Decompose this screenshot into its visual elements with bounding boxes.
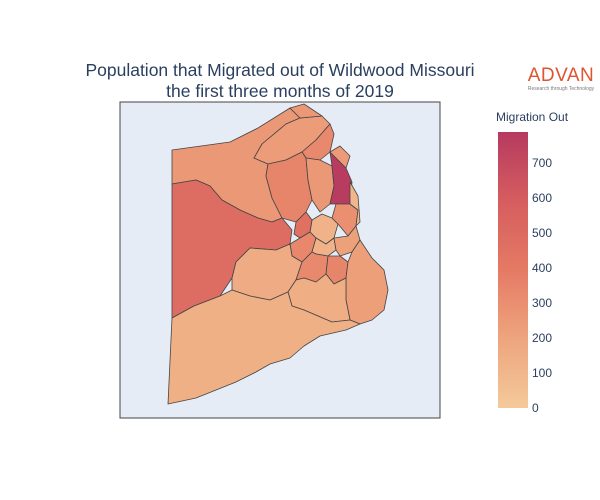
- region[interactable]: [329, 145, 351, 169]
- colorbar-tick: 0: [532, 401, 539, 415]
- region[interactable]: [167, 289, 361, 405]
- colorbar-tick: 500: [532, 226, 553, 240]
- colorbar-tick: 400: [532, 261, 553, 275]
- advan-logo: ADVAN Research through Technology: [526, 66, 596, 93]
- logo-wordmark: ADVAN: [527, 65, 595, 86]
- colorbar-tick: 600: [532, 191, 553, 205]
- chart-title: Population that Migrated out of Wildwood…: [40, 60, 520, 102]
- colorbar-title: Migration Out: [496, 110, 569, 124]
- logo-tagline: Research through Technology: [527, 86, 595, 92]
- colorbar-tick: 200: [532, 331, 553, 345]
- colorbar-tick: 100: [532, 366, 553, 380]
- region[interactable]: [265, 151, 313, 223]
- colorbar-tick: 700: [532, 156, 553, 170]
- colorbar-tick: 300: [532, 296, 553, 310]
- region[interactable]: [289, 103, 323, 119]
- title-line-2: the first three months of 2019: [166, 81, 394, 101]
- title-line-1: Population that Migrated out of Wildwood…: [85, 60, 475, 80]
- colorbar-gradient: [498, 132, 528, 408]
